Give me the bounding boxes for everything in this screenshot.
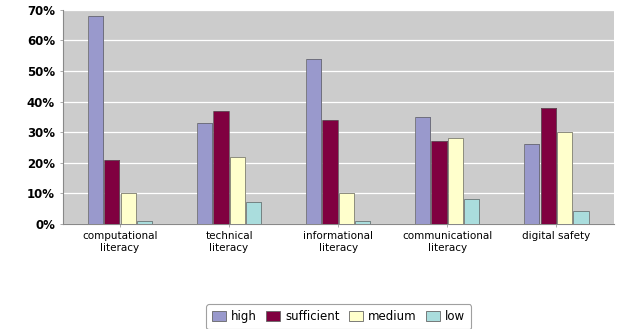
Bar [432, 141, 448, 224]
Bar [88, 16, 103, 224]
Bar [356, 221, 371, 224]
Bar [540, 108, 556, 224]
Bar [213, 111, 228, 224]
Bar [105, 160, 120, 224]
Bar [449, 138, 464, 224]
Bar [557, 132, 572, 224]
Bar [415, 117, 430, 224]
Bar [431, 141, 446, 224]
Bar [339, 193, 354, 224]
Bar [416, 117, 431, 224]
Legend: high, sufficient, medium, low: high, sufficient, medium, low [206, 304, 471, 329]
Bar [355, 221, 371, 224]
Bar [306, 59, 321, 224]
Bar [340, 193, 355, 224]
Bar [524, 144, 539, 224]
Bar [525, 144, 540, 224]
Bar [323, 120, 339, 224]
Bar [104, 160, 119, 224]
Bar [122, 193, 137, 224]
Bar [558, 132, 573, 224]
Bar [247, 202, 262, 224]
Bar [214, 111, 229, 224]
Bar [307, 59, 322, 224]
Bar [229, 157, 245, 224]
Bar [465, 199, 480, 224]
Bar [574, 212, 589, 224]
Bar [120, 193, 136, 224]
Bar [448, 138, 463, 224]
Bar [573, 212, 589, 224]
Bar [197, 123, 212, 224]
Bar [464, 199, 480, 224]
Bar [231, 157, 246, 224]
Bar [198, 123, 213, 224]
Bar [88, 16, 104, 224]
Bar [541, 108, 557, 224]
Bar [246, 202, 261, 224]
Bar [137, 221, 152, 224]
Bar [138, 221, 153, 224]
Bar [322, 120, 337, 224]
